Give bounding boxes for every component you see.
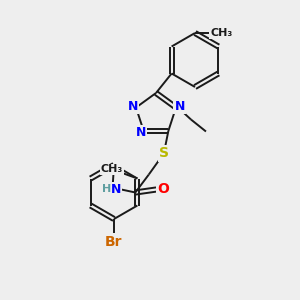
Text: S: S — [159, 146, 169, 161]
Text: N: N — [111, 183, 121, 196]
Text: N: N — [128, 100, 138, 112]
Text: N: N — [136, 126, 146, 139]
Text: N: N — [174, 100, 185, 112]
Text: H: H — [102, 184, 111, 194]
Text: CH₃: CH₃ — [210, 28, 232, 38]
Text: O: O — [157, 182, 169, 197]
Text: CH₃: CH₃ — [101, 164, 123, 175]
Text: Br: Br — [105, 235, 123, 248]
